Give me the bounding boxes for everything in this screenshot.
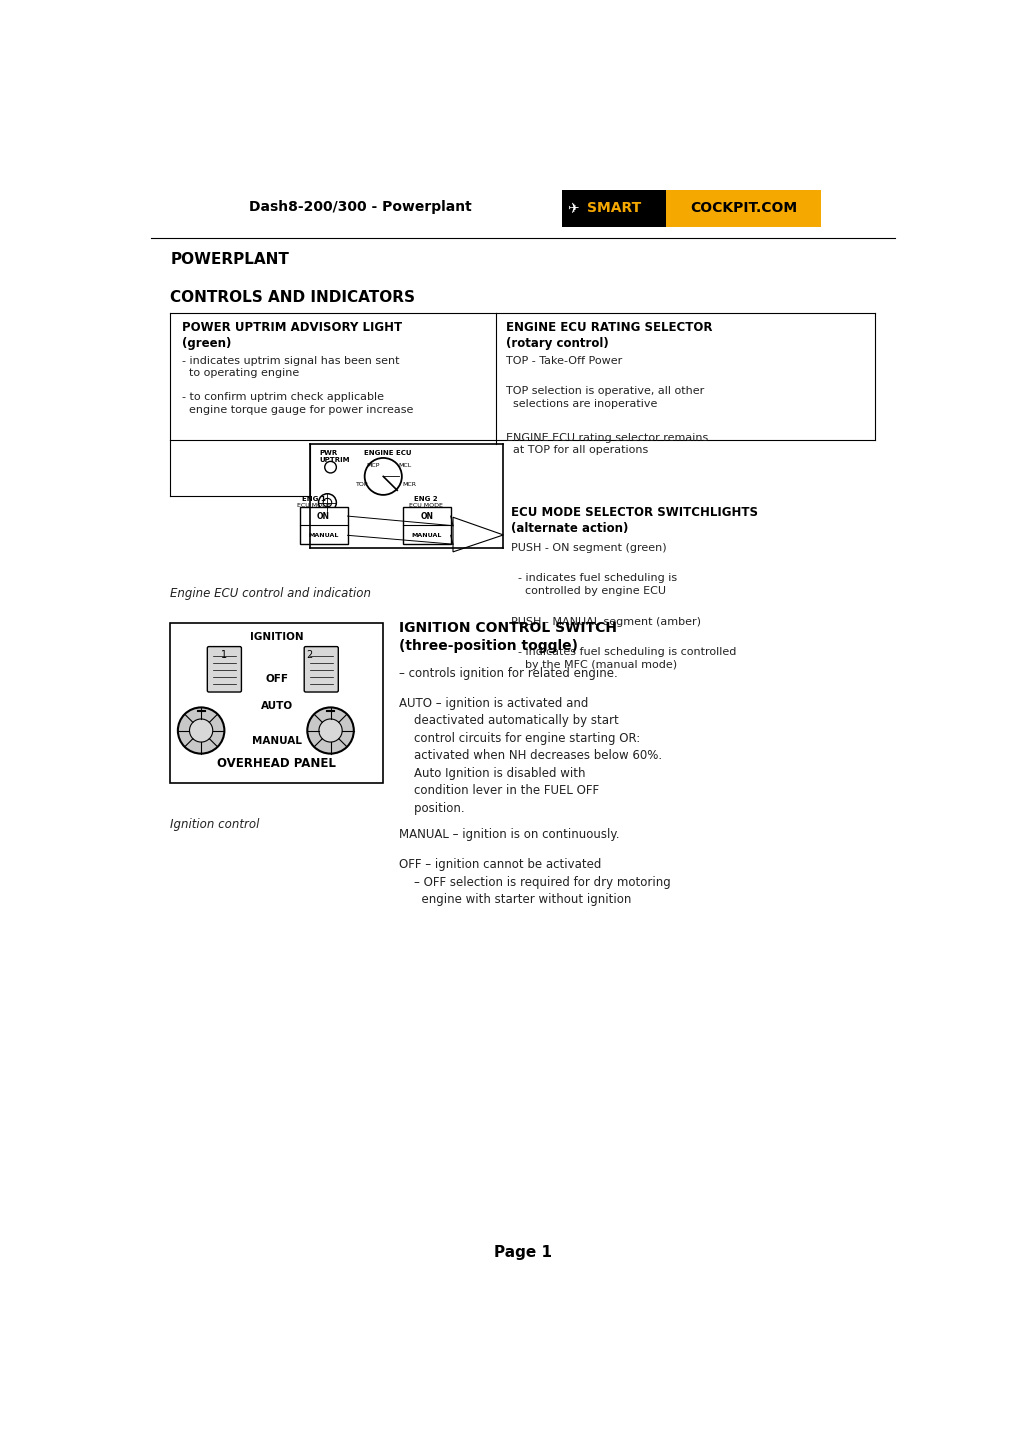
- Text: Dash8-200/300 - Powerplant: Dash8-200/300 - Powerplant: [249, 200, 471, 213]
- Circle shape: [177, 708, 224, 754]
- Text: PWR: PWR: [319, 450, 337, 456]
- Text: AUTO – ignition is activated and
    deactivated automatically by start
    cont: AUTO – ignition is activated and deactiv…: [398, 696, 661, 815]
- Text: ECU MODE: ECU MODE: [409, 503, 442, 509]
- Text: MCP: MCP: [366, 463, 379, 469]
- Text: MCR: MCR: [403, 482, 416, 486]
- Circle shape: [307, 708, 354, 754]
- Text: UPTRIM: UPTRIM: [319, 457, 350, 463]
- Text: ✈: ✈: [567, 202, 578, 215]
- Circle shape: [319, 720, 341, 743]
- Text: - indicates fuel scheduling is controlled
    by the MFC (manual mode): - indicates fuel scheduling is controlle…: [511, 647, 736, 671]
- Circle shape: [365, 459, 401, 495]
- Text: MANUAL: MANUAL: [252, 735, 302, 746]
- Text: COCKPIT.COM: COCKPIT.COM: [690, 202, 797, 215]
- Text: Ignition control: Ignition control: [170, 818, 259, 831]
- Text: MCL: MCL: [398, 463, 412, 469]
- Text: - indicates uptrim signal has been sent
  to operating engine: - indicates uptrim signal has been sent …: [181, 356, 398, 378]
- Text: – controls ignition for related engine.: – controls ignition for related engine.: [398, 668, 616, 681]
- Text: ENG 1: ENG 1: [302, 496, 325, 502]
- FancyBboxPatch shape: [304, 646, 338, 692]
- Text: OFF: OFF: [265, 673, 288, 684]
- FancyBboxPatch shape: [207, 646, 242, 692]
- Circle shape: [190, 720, 213, 743]
- Text: AUTO: AUTO: [261, 701, 292, 711]
- Bar: [560, 190, 665, 226]
- Text: TOP: TOP: [356, 482, 368, 486]
- Text: IGNITION: IGNITION: [250, 632, 304, 642]
- Circle shape: [324, 461, 336, 473]
- Text: - to confirm uptrim check applicable
  engine torque gauge for power increase: - to confirm uptrim check applicable eng…: [181, 392, 413, 415]
- Text: - indicates fuel scheduling is
    controlled by engine ECU: - indicates fuel scheduling is controlle…: [511, 574, 677, 596]
- Text: TOP selection is operative, all other
  selections are inoperative: TOP selection is operative, all other se…: [505, 386, 703, 410]
- Text: ENGINE ECU: ENGINE ECU: [364, 450, 411, 456]
- Bar: [170, 623, 383, 783]
- Text: ON: ON: [420, 512, 433, 521]
- Text: Page 1: Page 1: [493, 1244, 551, 1260]
- Text: ENGINE ECU rating selector remains
  at TOP for all operations: ENGINE ECU rating selector remains at TO…: [505, 433, 707, 456]
- Text: 1: 1: [221, 650, 227, 660]
- Text: PUSH - ON segment (green): PUSH - ON segment (green): [511, 542, 666, 552]
- Text: PUSH - MANUAL segment (amber): PUSH - MANUAL segment (amber): [511, 617, 700, 627]
- Text: MANUAL: MANUAL: [308, 532, 338, 538]
- Text: ON: ON: [317, 512, 330, 521]
- Text: POWERPLANT: POWERPLANT: [170, 252, 288, 267]
- Text: ECU MODE SELECTOR SWITCHLIGHTS
(alternate action): ECU MODE SELECTOR SWITCHLIGHTS (alternat…: [511, 506, 757, 535]
- Text: 2: 2: [306, 650, 313, 660]
- Circle shape: [323, 499, 331, 506]
- Text: ENG 2: ENG 2: [414, 496, 437, 502]
- Text: Engine ECU control and indication: Engine ECU control and indication: [170, 587, 371, 600]
- Text: MANUAL – ignition is on continuously.: MANUAL – ignition is on continuously.: [398, 828, 619, 841]
- Text: OVERHEAD PANEL: OVERHEAD PANEL: [217, 757, 336, 770]
- Bar: [665, 190, 820, 226]
- Text: OFF – ignition cannot be activated
    – OFF selection is required for dry motor: OFF – ignition cannot be activated – OFF…: [398, 858, 669, 907]
- Text: TOP - Take-Off Power: TOP - Take-Off Power: [505, 356, 622, 365]
- Text: MANUAL: MANUAL: [411, 532, 441, 538]
- Text: SMART: SMART: [587, 202, 641, 215]
- Text: IGNITION CONTROL SWITCH
(three-position toggle): IGNITION CONTROL SWITCH (three-position …: [398, 622, 616, 653]
- Circle shape: [318, 493, 336, 512]
- Text: ENGINE ECU RATING SELECTOR
(rotary control): ENGINE ECU RATING SELECTOR (rotary contr…: [505, 322, 711, 350]
- Text: ECU MODE: ECU MODE: [297, 503, 330, 509]
- Text: POWER UPTRIM ADVISORY LIGHT
(green): POWER UPTRIM ADVISORY LIGHT (green): [181, 322, 401, 350]
- Text: CONTROLS AND INDICATORS: CONTROLS AND INDICATORS: [170, 290, 415, 306]
- Bar: [403, 508, 450, 544]
- Bar: [300, 508, 347, 544]
